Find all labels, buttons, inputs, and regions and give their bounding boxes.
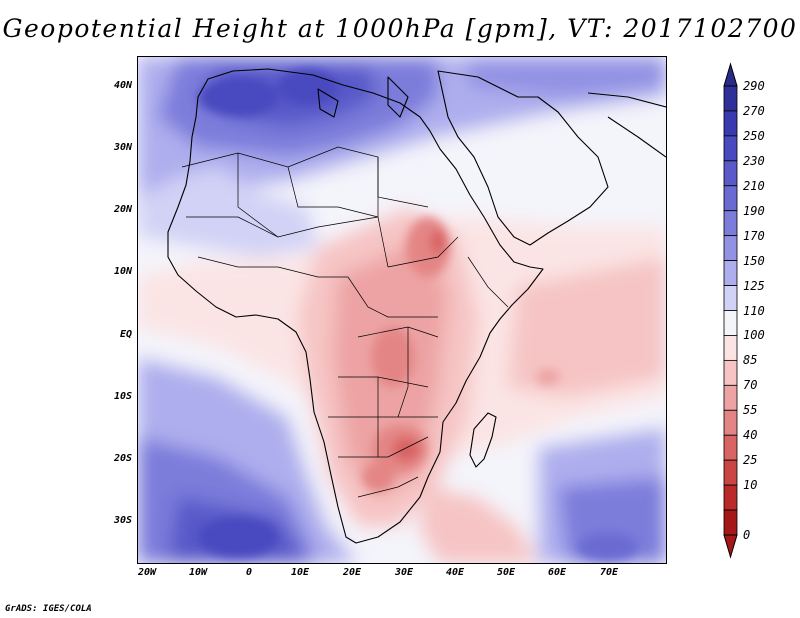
credit-text: GrADS: IGES/COLA (5, 604, 92, 614)
colorbar-label: 270 (743, 103, 765, 118)
colorbar-swatch (723, 459, 738, 486)
colorbar-label: 25 (743, 453, 758, 468)
lat-tick-label: 30N (113, 142, 132, 153)
chart-title: Geopotential Height at 1000hPa [gpm], VT… (2, 14, 798, 43)
heatmap-field (138, 57, 666, 563)
lon-tick-label: 70E (599, 567, 619, 578)
colorbar-label: 0 (743, 528, 751, 542)
colorbar-label: 70 (743, 378, 758, 393)
lon-tick-label: 50E (496, 567, 516, 578)
colorbar-swatch (723, 160, 738, 187)
colorbar-label: 170 (743, 228, 765, 243)
colorbar-swatch (723, 135, 738, 162)
colorbar-swatch (723, 285, 738, 311)
colorbar-bottom-arrow (723, 534, 738, 559)
colorbar-swatch (723, 335, 738, 361)
lat-tick-label: 10S (113, 391, 132, 402)
colorbar-label: 125 (743, 278, 765, 293)
lon-tick-label: 60E (547, 567, 567, 578)
colorbar-label: 40 (743, 428, 758, 443)
colorbar-label: 55 (743, 403, 758, 418)
colorbar-swatch (723, 384, 738, 411)
lat-tick-label: 30S (113, 515, 132, 526)
coastlines (167, 68, 666, 544)
colorbar-label: 110 (743, 303, 765, 318)
colorbar-swatch (723, 434, 738, 461)
lat-tick-label: 40N (113, 80, 132, 91)
colorbar-swatch (723, 210, 738, 237)
colorbar-label: 150 (743, 253, 765, 268)
lon-tick-label: 10W (188, 567, 208, 578)
country-borders (181, 146, 509, 498)
lon-tick-label: 0 (245, 567, 253, 578)
colorbar-swatch (723, 110, 738, 137)
lat-tick-label: EQ (119, 329, 132, 340)
colorbar-swatch (723, 359, 738, 386)
colorbar-swatch (723, 85, 738, 112)
colorbar-label: 250 (743, 128, 765, 143)
lat-tick-label: 10N (113, 266, 132, 277)
lon-tick-label: 30E (394, 567, 414, 578)
lon-tick-label: 10E (290, 567, 310, 578)
colorbar-label: 100 (743, 328, 765, 343)
colorbar-swatch (723, 185, 738, 212)
colorbar-swatch (723, 310, 738, 336)
colorbar-swatch (723, 484, 738, 511)
colorbar-label: 210 (743, 178, 765, 193)
lon-tick-label: 20W (137, 567, 157, 578)
colorbar-label: 290 (743, 79, 765, 93)
lat-tick-label: 20S (113, 453, 132, 464)
colorbar-label: 230 (743, 153, 765, 168)
colorbar-swatch (723, 509, 738, 536)
lon-tick-label: 20E (342, 567, 362, 578)
colorbar-label: 190 (743, 203, 765, 218)
colorbar-swatch (723, 235, 738, 262)
colorbar-swatch (723, 409, 738, 436)
map-plot-area (137, 56, 667, 564)
colorbar-swatch (723, 260, 738, 286)
lon-tick-label: 40E (445, 567, 465, 578)
field-highs-lows (198, 69, 638, 561)
colorbar-label: 10 (743, 478, 758, 493)
colorbar-top-arrow (723, 62, 738, 87)
colorbar-label: 85 (743, 353, 758, 368)
lat-tick-label: 20N (113, 204, 132, 215)
